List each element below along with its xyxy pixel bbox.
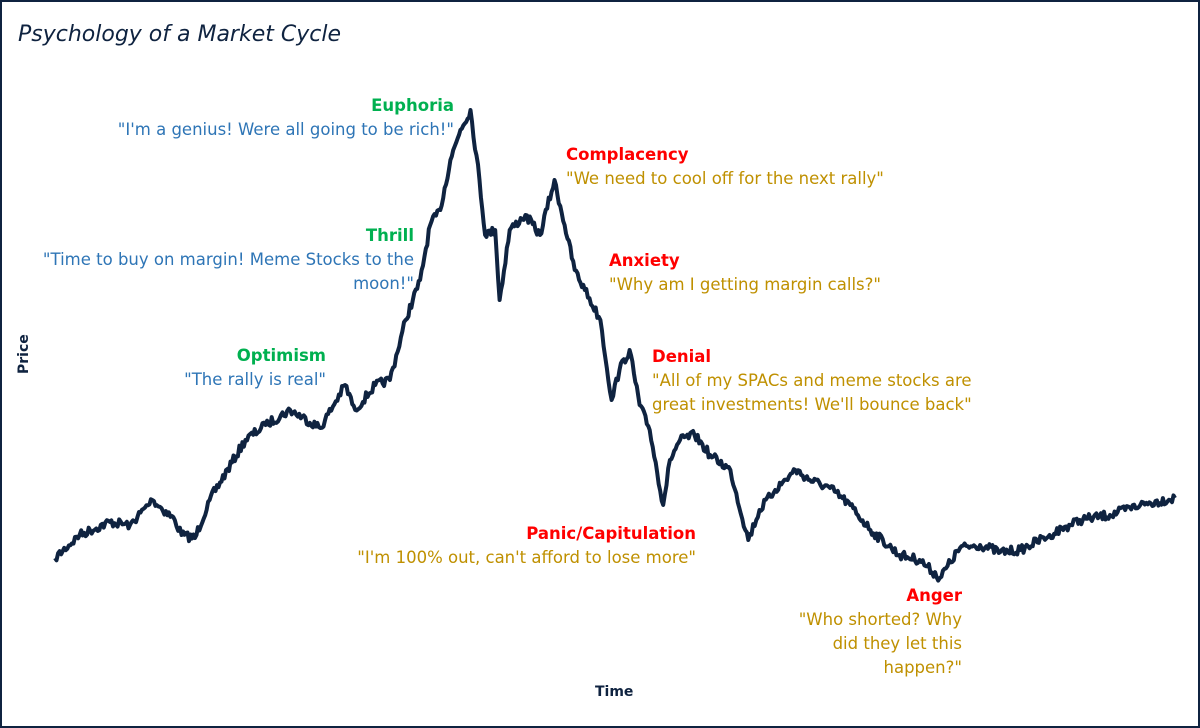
annotation-denial: Denial "All of my SPACs and meme stocks … (652, 345, 997, 417)
stage-quote: "Time to buy on margin! Meme Stocks to t… (42, 250, 414, 293)
stage-label: Thrill (365, 226, 414, 245)
annotation-anxiety: Anxiety "Why am I getting margin calls?" (609, 249, 1009, 297)
x-axis-label: Time (595, 684, 634, 700)
stage-quote: "Why am I getting margin calls?" (609, 275, 881, 294)
stage-label: Anxiety (609, 251, 680, 270)
stage-label: Euphoria (371, 96, 454, 115)
stage-quote: "Who shorted? Why did they let this happ… (798, 610, 962, 677)
annotation-optimism: Optimism "The rally is real" (26, 344, 326, 392)
chart-title: Psychology of a Market Cycle (18, 22, 341, 47)
price-series-line (53, 108, 1177, 583)
annotation-anger: Anger "Who shorted? Why did they let thi… (772, 584, 962, 680)
stage-quote: "All of my SPACs and meme stocks are gre… (652, 371, 972, 414)
annotation-panic: Panic/Capitulation "I'm 100% out, can't … (296, 522, 696, 570)
annotation-complacency: Complacency "We need to cool off for the… (566, 143, 966, 191)
stage-label: Optimism (236, 346, 326, 365)
stage-quote: "I'm a genius! Were all going to be rich… (117, 120, 454, 139)
stage-quote: "I'm 100% out, can't afford to lose more… (357, 548, 696, 567)
annotation-thrill: Thrill "Time to buy on margin! Meme Stoc… (14, 224, 414, 296)
stage-label: Complacency (566, 145, 689, 164)
stage-label: Denial (652, 347, 712, 366)
stage-quote: "We need to cool off for the next rally" (566, 169, 884, 188)
stage-label: Panic/Capitulation (526, 524, 696, 543)
annotation-euphoria: Euphoria "I'm a genius! Were all going t… (54, 94, 454, 142)
stage-quote: "The rally is real" (184, 370, 326, 389)
stage-label: Anger (906, 586, 962, 605)
